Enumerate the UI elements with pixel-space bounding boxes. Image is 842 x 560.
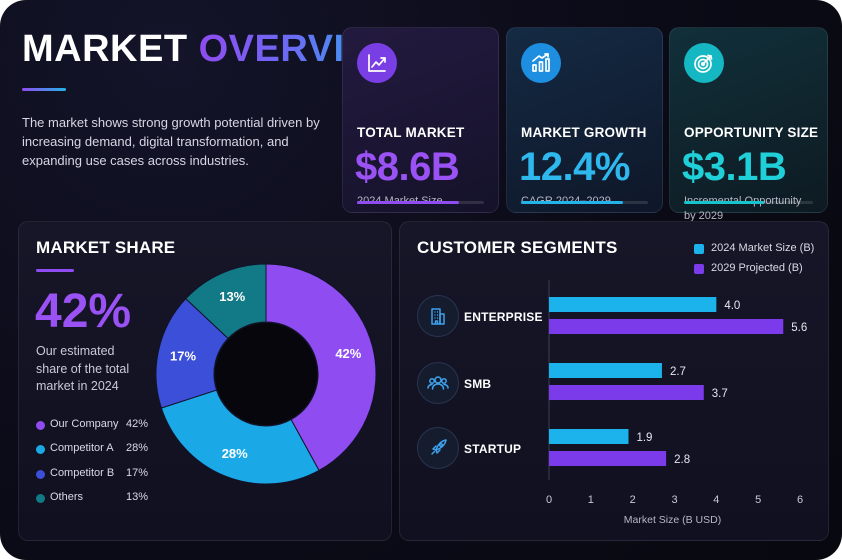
bar-value-label: 4.0 [724, 300, 740, 312]
legend-name: 2029 Projected (B) [711, 262, 803, 274]
legend-name: Others [50, 490, 84, 503]
legend-item: Competitor B 17% [36, 467, 148, 491]
bar-value-label: 2.7 [670, 366, 686, 378]
legend-name: Competitor B [50, 466, 115, 479]
legend-swatch [694, 244, 704, 254]
x-tick-label: 0 [546, 494, 552, 506]
kpi-progress-fill [357, 201, 459, 204]
users-icon [417, 362, 459, 404]
kpi-value: 12.4% [519, 145, 630, 189]
bar [549, 429, 629, 444]
kpi-card-opportunity-size: OPPORTUNITY SIZE $3.1B Incremental Oppor… [669, 27, 828, 222]
bar [549, 385, 704, 400]
legend-item: Others 13% [36, 491, 148, 515]
x-axis-label: Market Size (B USD) [624, 514, 721, 526]
legend-swatch [694, 264, 704, 274]
legend-dot [36, 493, 45, 503]
x-tick-label: 5 [755, 494, 761, 506]
donut-slice-label: 17% [170, 348, 196, 363]
donut-slice [160, 389, 320, 485]
market-share-title: MARKET SHARE [36, 238, 176, 257]
bar [549, 319, 784, 334]
legend-value: 13% [125, 490, 148, 503]
target-icon [684, 43, 724, 83]
kpi-progress-track [684, 201, 813, 204]
legend-value: 17% [125, 466, 148, 479]
donut-slice-label: 13% [219, 289, 245, 304]
legend-name: Our Company [50, 418, 119, 430]
market-share-big-value: 42% [35, 285, 132, 338]
market-share-donut-chart: 42% 28% 17% 13% [156, 263, 376, 485]
kpi-value: $3.1B [682, 145, 787, 189]
kpi-card-market-growth: MARKET GROWTH 12.4% CAGR 2024–2029 [506, 27, 663, 213]
kpi-subtext: Incremental Opportunity by 2029 [684, 195, 802, 222]
market-share-panel: MARKET SHARE 42% Our estimated share of … [18, 221, 392, 541]
kpi-value: $8.6B [355, 145, 460, 189]
donut-slice-label: 42% [335, 346, 361, 361]
bar [549, 297, 717, 312]
title-underline [22, 88, 66, 91]
building-icon [417, 295, 459, 337]
bar [549, 363, 662, 378]
legend-dot [36, 421, 45, 430]
kpi-progress-track [357, 201, 484, 204]
segment-label-enterprise: ENTERPRISE [464, 310, 543, 324]
x-tick-label: 3 [671, 494, 677, 506]
kpi-progress-fill [521, 201, 623, 204]
market-share-description: Our estimated share of the total market … [36, 344, 130, 393]
x-tick-label: 4 [713, 494, 719, 506]
legend-dot [36, 445, 45, 455]
legend-dot [36, 469, 45, 479]
kpi-card-total-market: TOTAL MARKET $8.6B 2024 Market Size [342, 27, 499, 213]
segment-label-smb: SMB [464, 377, 492, 391]
x-tick-label: 6 [797, 494, 803, 506]
donut-hole [215, 323, 317, 425]
donut-slice-label: 28% [222, 446, 248, 461]
kpi-progress-fill [684, 201, 764, 204]
x-tick-label: 1 [588, 494, 594, 506]
title-word-market: MARKET [22, 28, 188, 70]
rocket-icon [417, 427, 459, 469]
customer-segments-panel: CUSTOMER SEGMENTS 2024 Market Size (B) 2… [399, 221, 829, 541]
intro-text: The market shows strong growth potential… [22, 115, 320, 168]
bar [549, 451, 667, 466]
legend-value: 28% [125, 442, 148, 455]
x-tick-label: 2 [630, 494, 636, 506]
legend-name: 2024 Market Size (B) [711, 242, 815, 254]
donut-slice [265, 263, 376, 472]
legend-name: Competitor A [50, 442, 114, 455]
segment-label-startup: STARTUP [464, 442, 522, 456]
donut-slice [185, 263, 267, 340]
kpi-label: OPPORTUNITY SIZE [684, 125, 819, 140]
bar-value-label: 3.7 [712, 388, 728, 400]
bar-value-label: 2.8 [674, 454, 690, 466]
kpi-progress-track [521, 201, 648, 204]
bar-growth-icon [521, 43, 561, 83]
bar-value-label: 5.6 [791, 322, 807, 334]
bar-value-label: 1.9 [636, 432, 652, 444]
market-share-underline [36, 269, 74, 272]
legend-item: Our Company 42% [36, 418, 148, 442]
kpi-label: TOTAL MARKET [357, 125, 465, 140]
market-share-legend: Our Company 42% Competitor A 28% Competito… [36, 418, 148, 515]
trend-chart-icon [357, 43, 397, 83]
legend-value: 42% [125, 418, 148, 430]
customer-segments-bar-chart: 4.0 5.6 2.7 3.7 1.9 2.8 0 1 2 3 4 5 6 Market Size (B … [546, 280, 807, 526]
kpi-label: MARKET GROWTH [521, 125, 647, 140]
customer-segments-title: CUSTOMER SEGMENTS [417, 238, 618, 257]
legend-item: Competitor A 28% [36, 442, 148, 466]
